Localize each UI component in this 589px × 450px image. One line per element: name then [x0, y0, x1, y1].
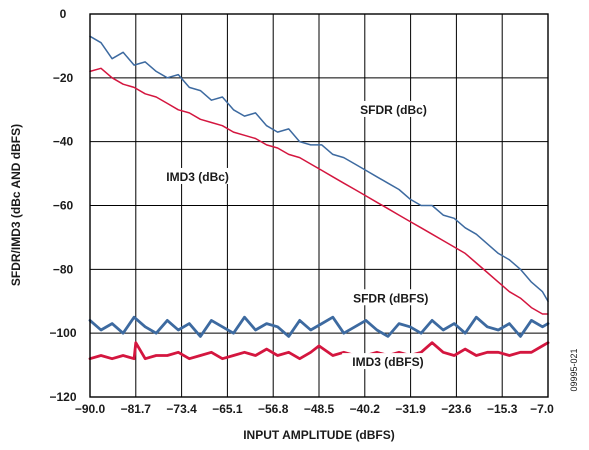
- annotation-label: IMD3 (dBc): [166, 170, 229, 184]
- y-tick-label: −60: [53, 199, 74, 213]
- annotation-background: [342, 353, 434, 370]
- y-tick-label: 0: [60, 7, 67, 21]
- annotations: SFDR (dBc) IMD3 (dBc) SFDR (dBFS) IMD3 (dBF…: [155, 100, 437, 370]
- annotation-label: SFDR (dBFS): [353, 291, 428, 305]
- x-tick-label: −15.3: [487, 402, 518, 416]
- series-line-imd3-dbc: [89, 67, 549, 315]
- y-axis-label: SFDR/IMD3 (dBc AND dBFS): [9, 124, 23, 286]
- x-tick-label: −56.8: [258, 402, 289, 416]
- x-axis-label: INPUT AMPLITUDE (dBFS): [243, 428, 395, 442]
- y-tick-label: −80: [53, 262, 74, 276]
- y-tick-label: −20: [53, 71, 74, 85]
- annotation-background: [155, 167, 240, 184]
- x-tick-label: −81.7: [121, 402, 152, 416]
- series-line-sfdr-dbfs: [88, 315, 550, 338]
- annotation-background: [351, 100, 436, 117]
- annotation-label: SFDR (dBc): [360, 103, 427, 117]
- y-tick-label: −120: [49, 390, 76, 404]
- x-tick-label: −7.0: [530, 402, 554, 416]
- series-group: [88, 35, 550, 361]
- x-tick-label: −73.4: [166, 402, 197, 416]
- y-tick-label: −40: [53, 135, 74, 149]
- figure-id: 09995-021: [569, 348, 579, 391]
- x-tick-label: −90.0: [75, 402, 106, 416]
- annotation-label: IMD3 (dBFS): [352, 355, 423, 369]
- series-line-imd3-dbfs: [88, 341, 550, 361]
- y-tick-label: −100: [49, 326, 76, 340]
- x-tick-label: −48.5: [304, 402, 335, 416]
- annotation-background: [344, 289, 437, 306]
- y-tick-labels: 0 −20 −40 −60 −80 −100 −120: [49, 7, 76, 404]
- x-tick-label: −40.2: [350, 402, 381, 416]
- x-tick-labels: −90.0 −81.7 −73.4 −65.1 −56.8 −48.5 −40.2 −31.9…: [75, 402, 554, 416]
- plot-border: [89, 13, 549, 398]
- x-tick-label: −65.1: [212, 402, 243, 416]
- series-line-sfdr-dbc: [89, 35, 549, 303]
- x-tick-label: −23.6: [441, 402, 472, 416]
- x-tick-label: −31.9: [395, 402, 426, 416]
